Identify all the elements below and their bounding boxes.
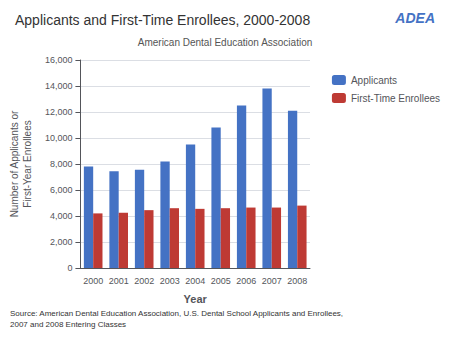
svg-text:2005: 2005 <box>211 276 231 286</box>
svg-text:American Dental Education Asso: American Dental Education Association <box>138 37 313 48</box>
svg-text:2001: 2001 <box>109 276 129 286</box>
svg-text:4,000: 4,000 <box>50 211 73 221</box>
svg-text:2006: 2006 <box>236 276 256 286</box>
svg-text:First-Time Enrollees: First-Time Enrollees <box>351 93 440 104</box>
svg-text:2007: 2007 <box>262 276 282 286</box>
svg-text:First-Year Enrollees: First-Year Enrollees <box>22 120 33 207</box>
svg-text:14,000: 14,000 <box>45 81 73 91</box>
svg-text:2000: 2000 <box>83 276 103 286</box>
svg-text:16,000: 16,000 <box>45 55 73 65</box>
svg-text:12,000: 12,000 <box>45 107 73 117</box>
svg-text:0: 0 <box>67 263 72 273</box>
svg-text:2004: 2004 <box>185 276 205 286</box>
svg-text:2002: 2002 <box>134 276 154 286</box>
svg-text:Number of Applicants or: Number of Applicants or <box>9 110 20 217</box>
svg-text:Year: Year <box>184 293 208 305</box>
svg-text:2,000: 2,000 <box>50 237 73 247</box>
svg-text:Applicants: Applicants <box>351 75 397 86</box>
svg-text:8,000: 8,000 <box>50 159 73 169</box>
svg-text:10,000: 10,000 <box>45 133 73 143</box>
svg-text:ADEA: ADEA <box>394 10 435 26</box>
svg-text:2003: 2003 <box>160 276 180 286</box>
svg-text:2008: 2008 <box>287 276 307 286</box>
svg-text:6,000: 6,000 <box>50 185 73 195</box>
svg-text:Applicants and First-Time Enro: Applicants and First-Time Enrollees, 200… <box>15 12 310 28</box>
svg-text:Source: American Dental Educat: Source: American Dental Education Associ… <box>10 309 343 318</box>
svg-text:2007 and 2008 Entering Classes: 2007 and 2008 Entering Classes <box>10 320 126 329</box>
